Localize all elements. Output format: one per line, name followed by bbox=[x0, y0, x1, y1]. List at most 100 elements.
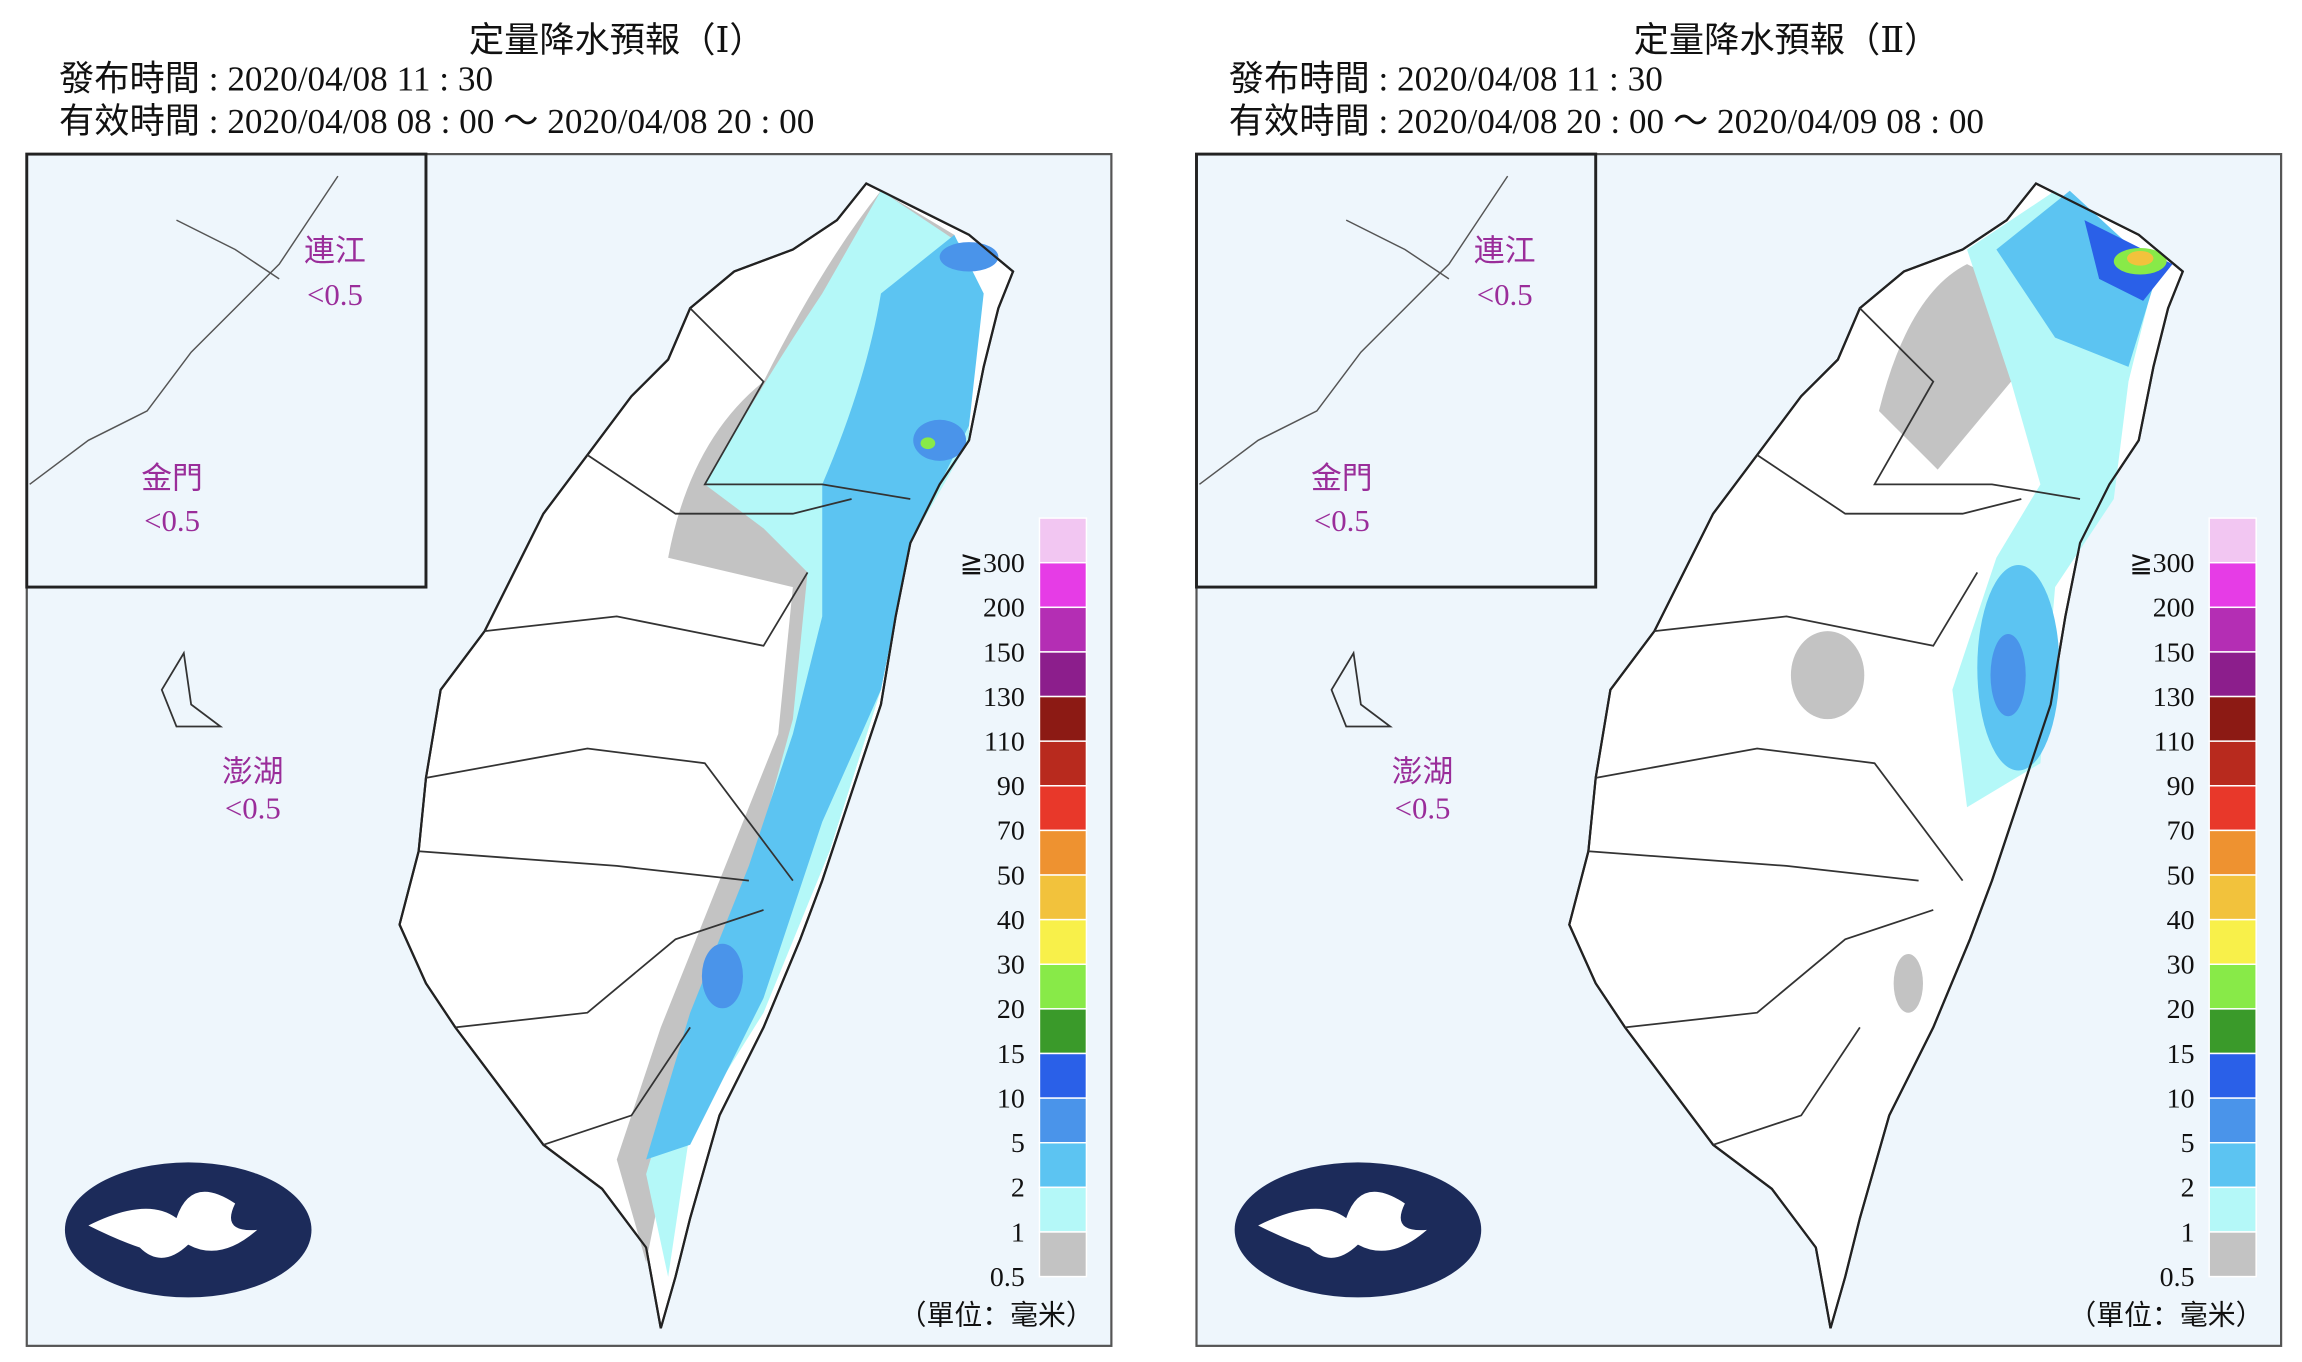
region-name: 金門 bbox=[1311, 461, 1373, 495]
rain-area bbox=[1790, 190, 2173, 1013]
legend-swatch bbox=[2208, 651, 2257, 698]
rain-area bbox=[616, 190, 999, 1277]
legend-swatch bbox=[2208, 1186, 2257, 1233]
legend-swatch bbox=[2208, 918, 2257, 965]
legend-swatch bbox=[2208, 561, 2257, 609]
unit-label: （單位：毫米） bbox=[2068, 1299, 2263, 1331]
legend-label: 110 bbox=[2154, 727, 2195, 758]
region-name: 金門 bbox=[141, 461, 203, 495]
legend-label: ≧300 bbox=[960, 548, 1025, 579]
issue-time: 發布時間 : 2020/04/08 11 : 30 bbox=[59, 59, 493, 98]
panel-title: 定量降水預報（Ⅱ） bbox=[1634, 21, 1940, 60]
panel: 定量降水預報（Ⅱ）發布時間 : 2020/04/08 11 : 30 有效時間 :… bbox=[1195, 21, 2283, 1347]
legend-swatch bbox=[2208, 1052, 2257, 1099]
legend-label: 90 bbox=[997, 771, 1025, 802]
region-name: 連江 bbox=[1474, 234, 1536, 268]
region-name: 連江 bbox=[304, 234, 366, 268]
legend-label: 130 bbox=[2153, 682, 2195, 713]
valid-time: 有效時間 : 2020/04/08 20 : 00 ～ 2020/04/09 0… bbox=[1229, 102, 1984, 141]
legend-label: 90 bbox=[2167, 771, 2195, 802]
legend-swatch bbox=[1038, 740, 1088, 787]
unit-label: （單位：毫米） bbox=[899, 1299, 1094, 1331]
legend-swatch bbox=[2208, 1141, 2257, 1189]
legend-label: 200 bbox=[2153, 593, 2195, 624]
legend-swatch bbox=[2208, 517, 2257, 564]
issue-time: 發布時間 : 2020/04/08 11 : 30 bbox=[1229, 59, 1663, 98]
taiwan-border bbox=[1568, 182, 2185, 1329]
legend-label: 10 bbox=[2167, 1083, 2195, 1114]
logo-cloud bbox=[1258, 1191, 1427, 1258]
penghu-islands bbox=[160, 650, 224, 728]
taiwan-border bbox=[398, 182, 1015, 1329]
legend-swatch bbox=[1038, 606, 1088, 653]
legend-swatch bbox=[1038, 829, 1088, 876]
legend-label: 40 bbox=[997, 905, 1025, 936]
region-name: 澎湖 bbox=[222, 755, 284, 789]
legend-label: 2 bbox=[2181, 1173, 2195, 1204]
legend-label: 40 bbox=[2167, 905, 2195, 936]
legend-swatch bbox=[1038, 874, 1088, 921]
legend-label: 30 bbox=[997, 950, 1025, 981]
legend-swatch bbox=[1038, 517, 1088, 564]
legend-swatch bbox=[1038, 1231, 1088, 1278]
valid-time: 有效時間 : 2020/04/08 08 : 00 ～ 2020/04/08 2… bbox=[59, 102, 814, 141]
legend-label: 5 bbox=[2181, 1128, 2195, 1159]
legend-label: 1 bbox=[1011, 1217, 1025, 1248]
legend-swatch bbox=[1038, 918, 1088, 965]
coastline bbox=[29, 175, 339, 485]
inset-frame bbox=[25, 152, 428, 589]
legend-swatch bbox=[2208, 606, 2257, 653]
legend-swatch bbox=[1038, 1052, 1088, 1099]
legend-label: ≧300 bbox=[2129, 548, 2194, 579]
legend-label: 70 bbox=[997, 816, 1025, 847]
legend-label: 150 bbox=[2153, 637, 2195, 668]
legend-swatch bbox=[1038, 963, 1088, 1010]
region-value: <0.5 bbox=[1314, 504, 1370, 538]
legend-swatch bbox=[2208, 740, 2257, 787]
legend-label: 150 bbox=[983, 637, 1025, 668]
legend-label: 200 bbox=[983, 593, 1025, 624]
legend-label: 10 bbox=[997, 1083, 1025, 1114]
legend-label: 50 bbox=[997, 860, 1025, 891]
inset-frame bbox=[1195, 152, 1598, 589]
legend-label: 50 bbox=[2167, 860, 2195, 891]
penghu-islands bbox=[1330, 650, 1393, 728]
legend-swatch bbox=[2208, 785, 2257, 832]
region-value: <0.5 bbox=[307, 278, 363, 312]
legend-label: 15 bbox=[997, 1039, 1025, 1070]
region-value: <0.5 bbox=[1477, 278, 1533, 312]
legend-swatch bbox=[1038, 1008, 1088, 1055]
legend-label: 5 bbox=[1011, 1128, 1025, 1159]
logo-cloud bbox=[88, 1191, 258, 1258]
legend-label: 1 bbox=[2181, 1217, 2195, 1248]
legend-swatch bbox=[1038, 1186, 1088, 1233]
legend-swatch bbox=[2208, 695, 2257, 742]
legend-swatch bbox=[1038, 1141, 1088, 1189]
legend-label: 70 bbox=[2167, 816, 2195, 847]
legend-label: 0.5 bbox=[2160, 1262, 2195, 1293]
panel: 定量降水預報（Ⅰ）發布時間 : 2020/04/08 11 : 30 有效時間 :… bbox=[25, 21, 1113, 1347]
legend-swatch bbox=[1038, 651, 1088, 698]
legend-label: 110 bbox=[984, 727, 1025, 758]
region-value: <0.5 bbox=[225, 792, 281, 826]
legend-label: 20 bbox=[997, 994, 1025, 1025]
legend-swatch bbox=[1038, 785, 1088, 832]
region-name: 澎湖 bbox=[1392, 755, 1454, 789]
legend-swatch bbox=[2208, 1097, 2257, 1144]
county-lines bbox=[1588, 307, 2081, 1146]
legend-swatch bbox=[2208, 1008, 2257, 1055]
county-lines bbox=[418, 307, 911, 1146]
legend-label: 15 bbox=[2167, 1039, 2195, 1070]
coastline bbox=[1198, 175, 1509, 485]
legend-swatch bbox=[1038, 1097, 1088, 1144]
panel-title: 定量降水預報（Ⅰ） bbox=[469, 21, 765, 60]
legend-label: 2 bbox=[1011, 1173, 1025, 1204]
legend-swatch bbox=[2208, 1231, 2257, 1278]
legend-swatch bbox=[2208, 874, 2257, 921]
legend-swatch bbox=[2208, 829, 2257, 876]
legend-swatch bbox=[2208, 963, 2257, 1010]
legend-swatch bbox=[1038, 695, 1088, 742]
region-value: <0.5 bbox=[1395, 792, 1451, 826]
legend-label: 130 bbox=[983, 682, 1025, 713]
